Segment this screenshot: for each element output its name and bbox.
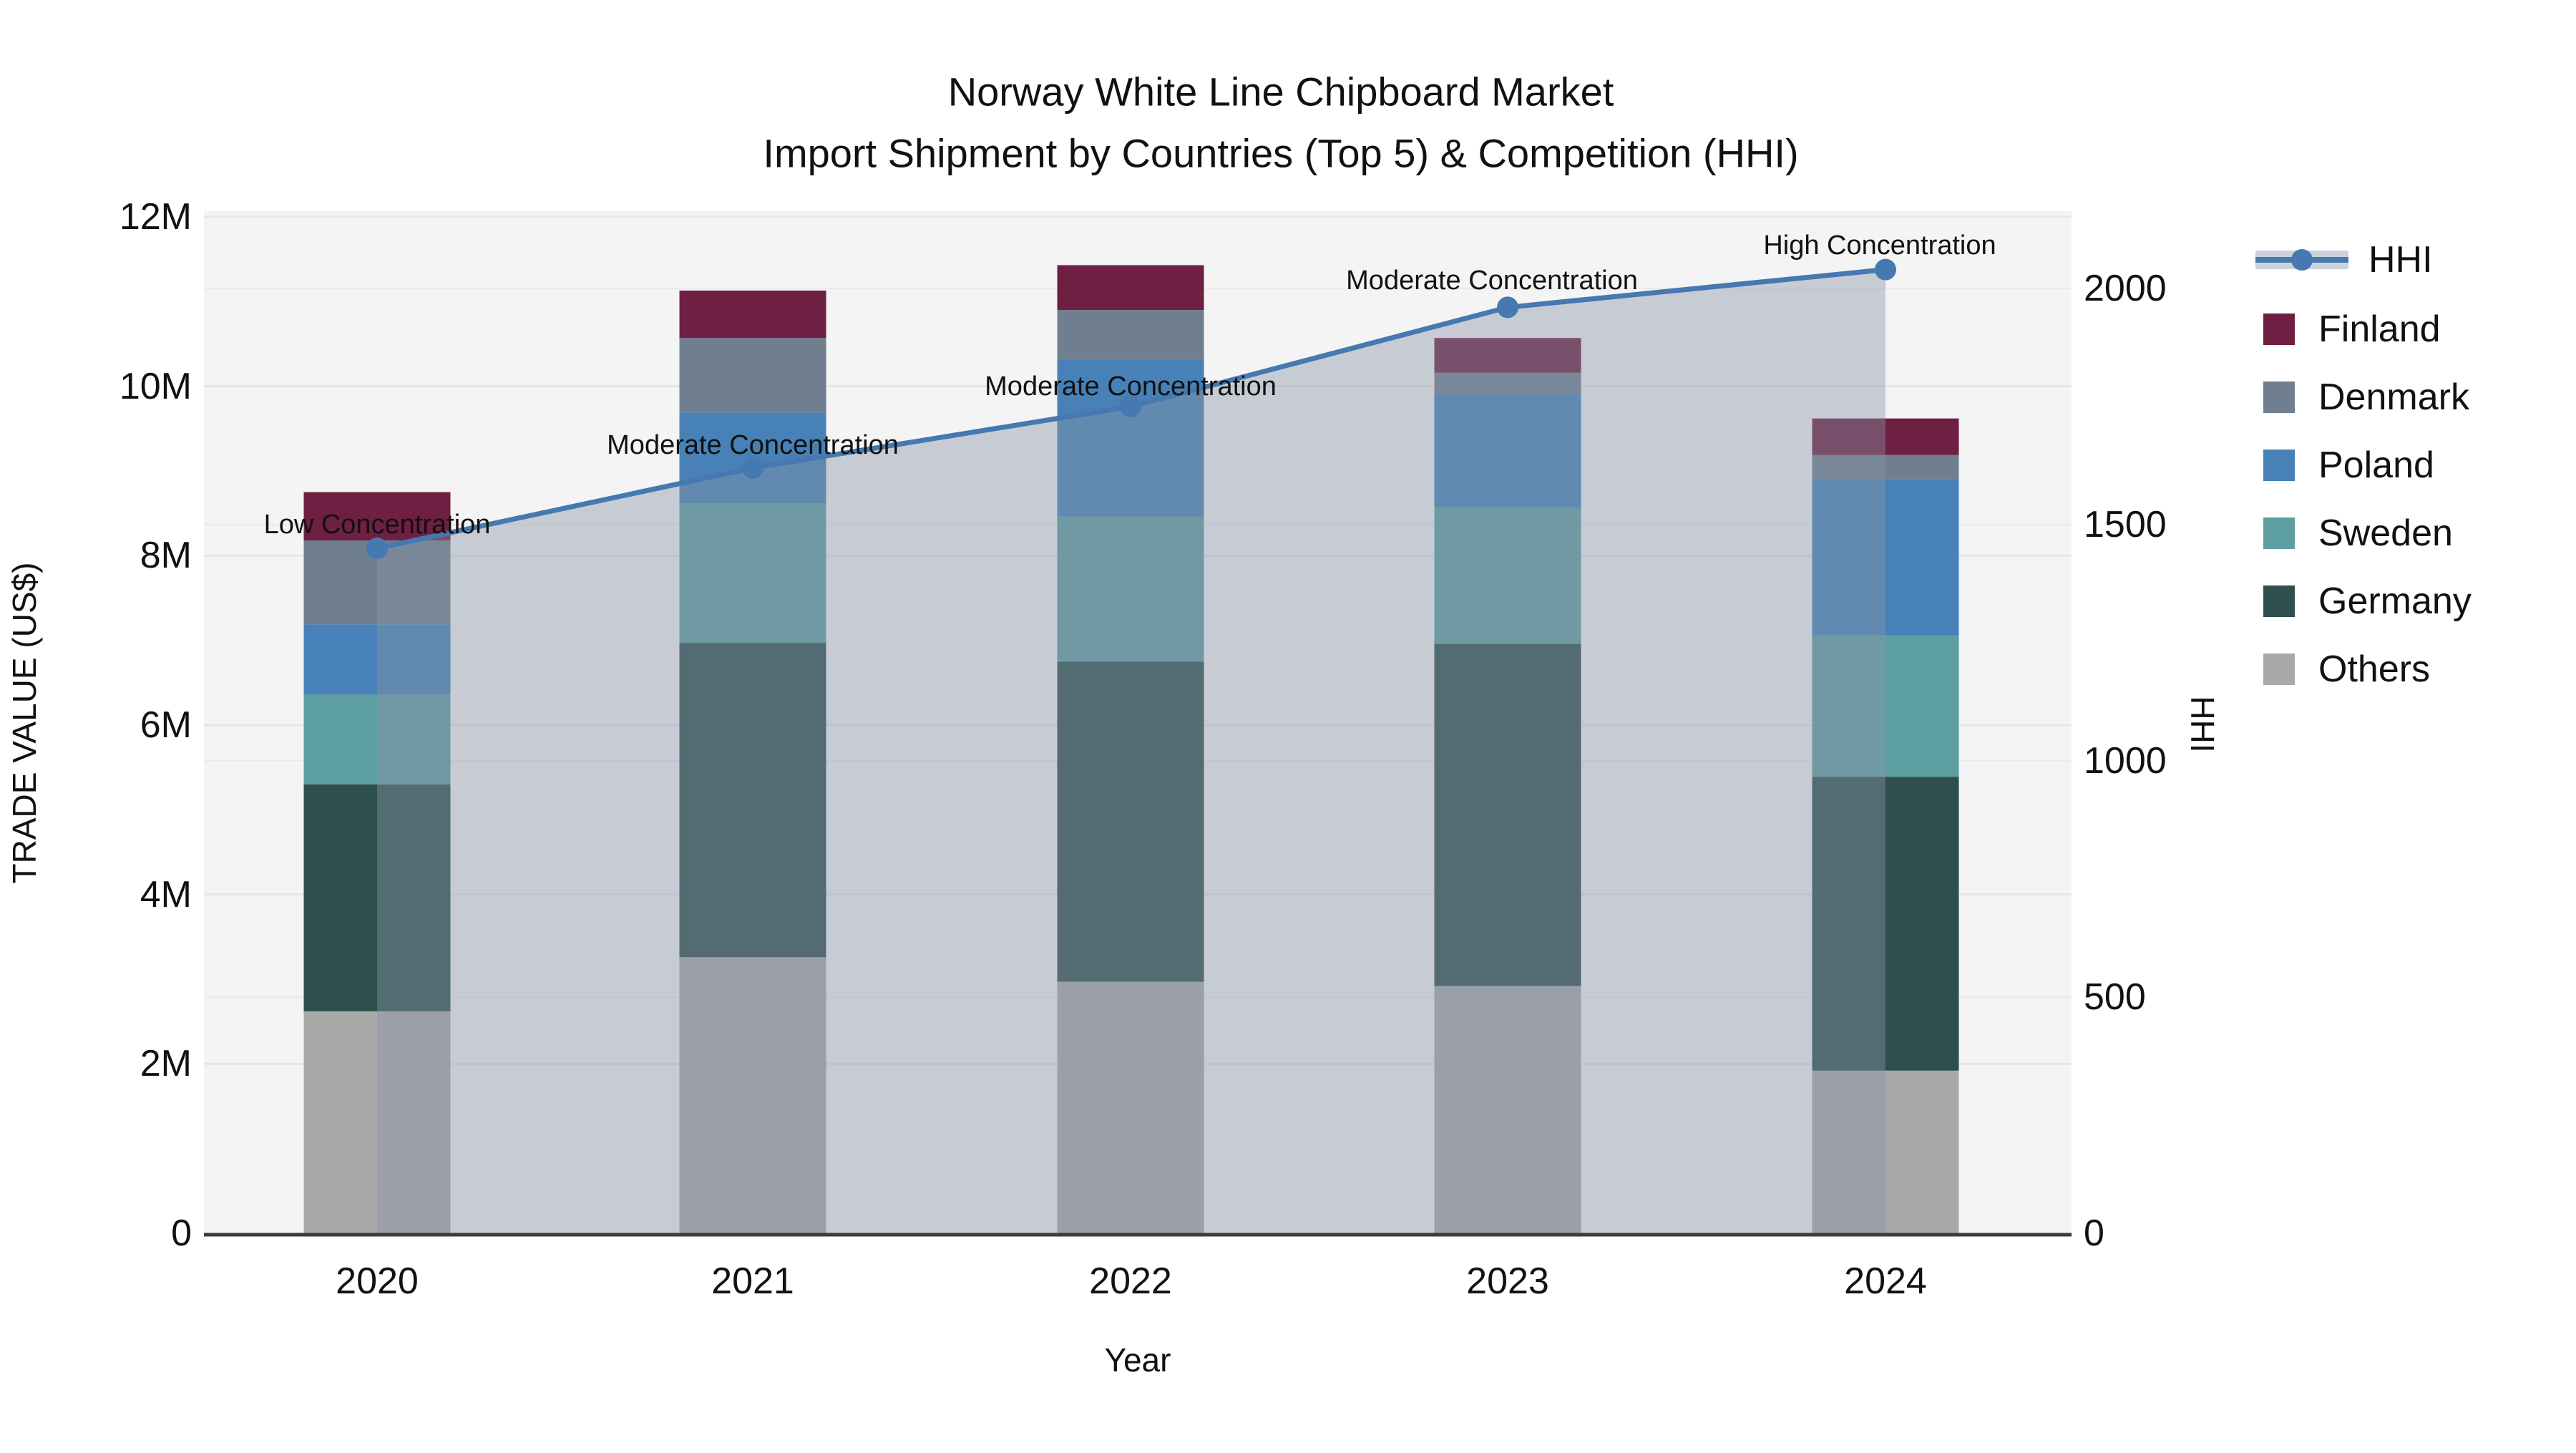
chart-title-line1: Norway White Line Chipboard Market — [948, 69, 1614, 115]
legend-item-poland: Poland — [2263, 444, 2434, 486]
bar-segment-sweden-2021 — [679, 502, 826, 643]
bar-segment-denmark-2024 — [1812, 455, 1959, 480]
legend-label-poland: Poland — [2318, 444, 2434, 486]
bar-segment-poland-2020 — [303, 624, 451, 695]
annotation-2021: Moderate Concentration — [607, 430, 899, 460]
bar-segment-others-2022 — [1057, 981, 1204, 1233]
legend-label-sweden: Sweden — [2318, 512, 2453, 554]
annotation-2023: Moderate Concentration — [1346, 266, 1638, 296]
left-tick-4m: 4M — [140, 874, 192, 915]
legend-item-hhi: HHI — [2255, 239, 2433, 281]
bar-segment-germany-2020 — [303, 784, 451, 1011]
left-tick-8m: 8M — [140, 535, 192, 576]
x-tick-2022: 2022 — [1089, 1260, 1172, 1302]
sweden-swatch — [2263, 517, 2295, 549]
bar-segment-others-2020 — [303, 1011, 451, 1233]
bar-segment-poland-2024 — [1812, 479, 1959, 636]
annotation-2024: High Concentration — [1763, 230, 1996, 261]
others-swatch — [2263, 653, 2295, 685]
left-tick-0: 0 — [171, 1213, 192, 1254]
bar-segment-germany-2022 — [1057, 661, 1204, 982]
bar-segment-finland-2024 — [1812, 418, 1959, 455]
x-tick-2021: 2021 — [711, 1260, 794, 1302]
legend-label-others: Others — [2318, 648, 2430, 690]
left-axis-ticks: 0 2M 4M 6M 8M 10M 12M — [119, 196, 192, 1254]
poland-swatch — [2263, 449, 2295, 481]
bar-segment-finland-2020 — [303, 492, 451, 541]
x-tick-2023: 2023 — [1466, 1260, 1549, 1302]
hhi-marker-2020 — [366, 538, 388, 559]
bar-segment-denmark-2023 — [1434, 372, 1581, 394]
annotation-2020: Low Concentration — [264, 510, 491, 540]
legend-label-finland: Finland — [2318, 308, 2441, 350]
bar-segment-others-2021 — [679, 957, 826, 1233]
bar-segment-germany-2024 — [1812, 777, 1959, 1071]
hhi-annotations: Low Concentration Moderate Concentration… — [264, 230, 1996, 540]
bar-segment-germany-2021 — [679, 643, 826, 958]
right-tick-1000: 1000 — [2084, 740, 2167, 782]
stacked-bars — [303, 265, 1959, 1233]
left-tick-6m: 6M — [140, 704, 192, 746]
legend-item-denmark: Denmark — [2263, 376, 2470, 418]
hhi-marker-2023 — [1497, 296, 1518, 319]
hhi-marker-2022 — [1120, 396, 1141, 417]
bar-segment-poland-2023 — [1434, 394, 1581, 507]
finland-swatch — [2263, 314, 2295, 345]
annotation-2022: Moderate Concentration — [985, 371, 1277, 402]
chart-title-line2: Import Shipment by Countries (Top 5) & C… — [763, 131, 1798, 176]
bar-segment-finland-2022 — [1057, 265, 1204, 311]
right-axis-title: HHI — [2184, 696, 2221, 752]
x-tick-2020: 2020 — [336, 1260, 419, 1302]
left-tick-2m: 2M — [140, 1043, 192, 1084]
legend-item-sweden: Sweden — [2263, 512, 2453, 554]
x-tick-2024: 2024 — [1844, 1260, 1927, 1302]
x-axis-ticks: 2020 2021 2022 2023 2024 — [336, 1260, 1927, 1302]
x-axis-title: Year — [1105, 1341, 1171, 1379]
bar-segment-sweden-2023 — [1434, 507, 1581, 644]
hhi-area-fill — [377, 269, 1885, 1234]
bar-segment-sweden-2020 — [303, 694, 451, 784]
hhi-marker-2024 — [1875, 258, 1896, 281]
bar-segment-poland-2022 — [1057, 359, 1204, 517]
right-tick-1500: 1500 — [2084, 504, 2167, 545]
bar-segment-finland-2023 — [1434, 338, 1581, 373]
bar-segment-others-2023 — [1434, 986, 1581, 1233]
hhi-markers — [366, 258, 1896, 559]
germany-swatch — [2263, 585, 2295, 617]
bar-segment-germany-2023 — [1434, 643, 1581, 986]
bar-segment-sweden-2022 — [1057, 516, 1204, 662]
right-tick-500: 500 — [2084, 976, 2146, 1018]
bar-segment-others-2024 — [1812, 1070, 1959, 1233]
bar-segment-finland-2021 — [679, 290, 826, 339]
legend-item-finland: Finland — [2263, 308, 2441, 350]
legend-label-germany: Germany — [2318, 580, 2472, 622]
right-tick-2000: 2000 — [2084, 268, 2167, 309]
left-tick-12m: 12M — [119, 196, 192, 238]
right-tick-0: 0 — [2084, 1213, 2104, 1254]
hhi-marker-swatch — [2291, 249, 2313, 271]
bar-segment-sweden-2024 — [1812, 635, 1959, 777]
right-axis-ticks: 0 500 1000 1500 2000 — [2084, 268, 2167, 1254]
legend-label-hhi: HHI — [2368, 239, 2433, 281]
legend-label-denmark: Denmark — [2318, 376, 2470, 418]
left-tick-10m: 10M — [119, 366, 192, 407]
bar-segment-denmark-2021 — [679, 338, 826, 413]
legend: HHI Finland Denmark Poland Sweden German… — [2255, 239, 2472, 690]
denmark-swatch — [2263, 382, 2295, 413]
left-axis-title: TRADE VALUE (US$) — [6, 562, 43, 883]
hhi-marker-2021 — [742, 457, 763, 479]
legend-item-others: Others — [2263, 648, 2430, 690]
bar-segment-denmark-2022 — [1057, 310, 1204, 359]
legend-item-germany: Germany — [2263, 580, 2472, 622]
